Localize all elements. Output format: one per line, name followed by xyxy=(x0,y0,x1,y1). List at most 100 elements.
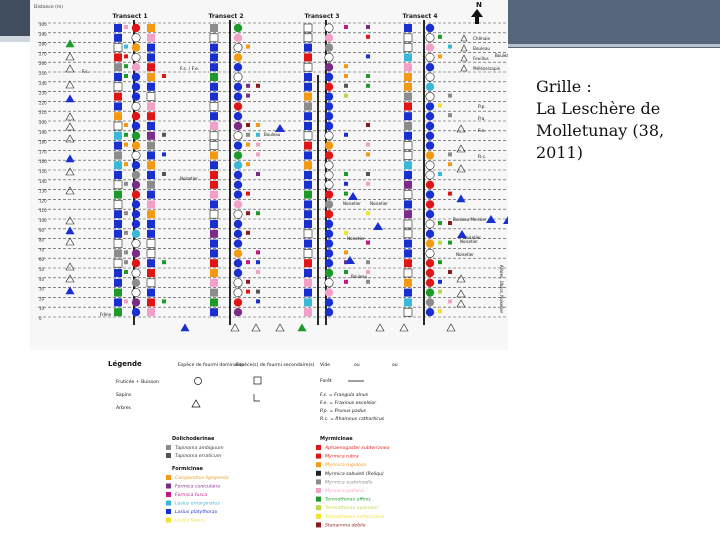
ant-species-circle xyxy=(131,190,141,199)
ant-species-square xyxy=(404,92,412,101)
species-code-label: F.s. xyxy=(82,69,89,75)
ant-species-square xyxy=(114,229,122,238)
legend-species: Tapinoma ambiguum xyxy=(175,445,224,451)
ant-secondary-marker xyxy=(448,221,452,225)
legend-species: Lasius flavus xyxy=(175,518,205,524)
ant-species-circle xyxy=(131,249,141,258)
legend-swatch xyxy=(316,513,321,519)
ant-species-square xyxy=(210,200,218,209)
ant-secondary-marker xyxy=(124,132,128,137)
ant-species-circle xyxy=(131,101,141,111)
ant-species-circle xyxy=(233,33,243,42)
ant-species-square xyxy=(147,122,155,130)
legend-swatch xyxy=(166,483,171,489)
tree-label: Bouleau xyxy=(351,274,368,279)
ant-species-square xyxy=(147,141,155,150)
distance-tick-label: 290 xyxy=(39,32,47,37)
ant-species-square xyxy=(304,161,312,170)
ant-species-square xyxy=(210,151,218,160)
ant-species-circle xyxy=(131,121,141,131)
vegetation-triangle-icon xyxy=(399,323,409,332)
ant-secondary-marker xyxy=(366,74,370,78)
ant-secondary-marker xyxy=(366,34,370,39)
ant-species-square xyxy=(404,249,412,258)
ant-species-square xyxy=(210,73,218,81)
ant-species-square xyxy=(210,278,218,287)
legend-abbreviation: F.e. = Fraxinus excelsior xyxy=(320,400,377,406)
ant-species-circle xyxy=(233,308,243,317)
ant-species-square xyxy=(304,73,312,81)
legend-dominant-circle xyxy=(194,377,202,385)
ant-species-circle xyxy=(425,52,435,62)
ant-species-square xyxy=(403,307,413,317)
ant-species-circle xyxy=(233,23,243,33)
legend-species: Myrmica rugulosa xyxy=(325,462,366,468)
ant-species-square xyxy=(210,122,218,130)
ant-secondary-marker xyxy=(438,289,442,294)
ant-secondary-marker xyxy=(124,260,128,265)
tree-label: Bouleau xyxy=(495,53,508,58)
ant-secondary-marker xyxy=(246,83,250,88)
ant-species-square xyxy=(304,122,312,130)
ant-species-square xyxy=(114,298,122,307)
legend-secondary-square xyxy=(253,376,262,385)
ant-secondary-marker xyxy=(448,152,452,157)
ant-secondary-marker xyxy=(438,103,442,108)
ant-species-square xyxy=(304,210,312,219)
ant-secondary-marker xyxy=(246,230,250,235)
ant-species-square xyxy=(114,33,122,42)
ant-species-square xyxy=(210,161,218,170)
ant-species-circle xyxy=(131,288,141,298)
distance-tick-label: 280 xyxy=(39,42,47,47)
ant-species-circle xyxy=(425,308,435,317)
ant-species-circle xyxy=(324,62,334,72)
distance-tick-label: 250 xyxy=(39,71,47,76)
distance-tick-label: 100 xyxy=(39,218,47,223)
ant-species-square xyxy=(210,180,218,189)
ant-secondary-marker xyxy=(162,260,166,265)
ant-species-square xyxy=(403,43,413,52)
ant-species-circle xyxy=(131,33,141,43)
ant-species-circle xyxy=(324,219,334,229)
tree-triangle-icon xyxy=(275,124,285,132)
vegetation-triangle-icon xyxy=(65,64,75,73)
legend-swatch xyxy=(166,509,171,514)
ant-species-square xyxy=(304,220,312,228)
tree-triangle-icon xyxy=(348,192,358,200)
ant-secondary-marker xyxy=(438,34,442,39)
distance-tick-label: 270 xyxy=(39,51,47,56)
ant-secondary-marker xyxy=(124,44,128,49)
ant-species-square xyxy=(304,298,312,307)
ant-species-square xyxy=(147,298,155,307)
ant-secondary-marker xyxy=(256,132,260,137)
ant-species-circle xyxy=(233,190,243,199)
ant-species-square xyxy=(146,278,156,288)
ant-species-circle xyxy=(233,298,243,307)
ant-secondary-marker xyxy=(366,211,370,216)
ant-species-square xyxy=(114,73,122,81)
distance-tick-label: 300 xyxy=(39,22,47,27)
key-label: Feuillus xyxy=(473,56,489,61)
ant-secondary-marker xyxy=(256,152,260,157)
transect-label: Transect 4 xyxy=(402,13,437,20)
ant-species-circle xyxy=(233,161,243,170)
ant-species-circle xyxy=(324,72,334,82)
ant-species-circle xyxy=(233,278,243,288)
ant-species-square xyxy=(147,43,155,52)
distance-tick-label: 220 xyxy=(39,100,47,105)
ant-species-circle xyxy=(131,141,141,150)
ant-species-square xyxy=(404,112,412,121)
ant-species-square xyxy=(113,180,123,190)
ant-species-circle xyxy=(131,229,141,238)
ant-species-square xyxy=(304,102,312,111)
key-triangle-icon xyxy=(460,44,468,52)
ant-secondary-marker xyxy=(246,142,250,147)
ant-species-square xyxy=(147,171,155,179)
ant-species-circle xyxy=(324,160,334,170)
vegetation-triangle-icon xyxy=(65,39,75,48)
ant-secondary-marker xyxy=(344,172,348,176)
distance-tick-label: 170 xyxy=(39,149,47,154)
ant-species-square xyxy=(147,161,155,170)
ant-secondary-marker xyxy=(124,181,128,186)
slide-header-accent xyxy=(508,0,720,48)
